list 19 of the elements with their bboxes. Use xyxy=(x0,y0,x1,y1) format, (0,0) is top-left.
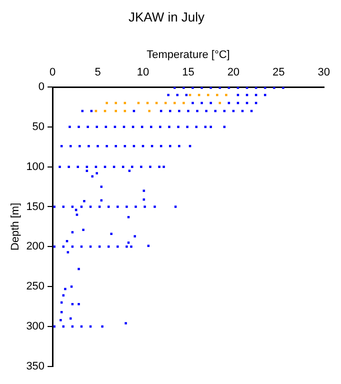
y-tick-label: 150 xyxy=(26,200,45,213)
y-tick-label: 300 xyxy=(26,320,45,333)
x-tick-label: 30 xyxy=(318,66,330,78)
y-tick-label: 100 xyxy=(26,160,45,173)
x-tick-label: 20 xyxy=(227,66,240,78)
x-tick-label: 0 xyxy=(49,66,56,78)
chart-title: JKAW in July xyxy=(128,9,206,24)
y-tick-label: 250 xyxy=(26,280,45,293)
y-tick-label: 350 xyxy=(26,360,45,372)
y-tick-label: 50 xyxy=(32,120,45,133)
point xyxy=(218,102,222,104)
x-tick-label: 15 xyxy=(182,66,194,78)
y-tick-label: 0 xyxy=(38,81,45,94)
x-tick-label: 10 xyxy=(136,66,150,78)
y-axis-title: Depth [m] xyxy=(10,202,22,251)
x-tick-label: 5 xyxy=(94,66,101,78)
x-tick-label: 25 xyxy=(272,66,285,78)
x-axis-title: Temperature [°C] xyxy=(146,49,230,62)
y-tick-label: 200 xyxy=(26,240,45,253)
